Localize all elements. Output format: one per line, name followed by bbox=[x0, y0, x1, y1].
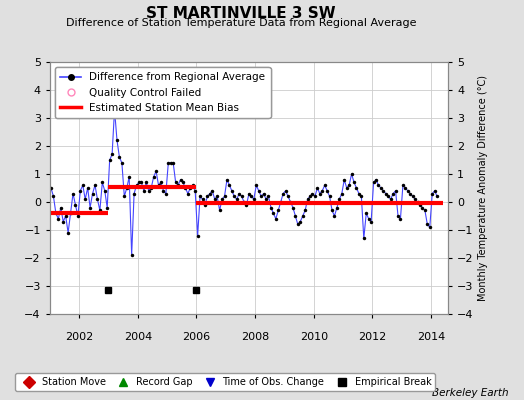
Text: 2004: 2004 bbox=[124, 332, 152, 342]
Text: 2014: 2014 bbox=[417, 332, 445, 342]
Legend: Station Move, Record Gap, Time of Obs. Change, Empirical Break: Station Move, Record Gap, Time of Obs. C… bbox=[15, 373, 435, 391]
Text: 2008: 2008 bbox=[241, 332, 269, 342]
Text: 2010: 2010 bbox=[300, 332, 328, 342]
Y-axis label: Monthly Temperature Anomaly Difference (°C): Monthly Temperature Anomaly Difference (… bbox=[478, 75, 488, 301]
Legend: Difference from Regional Average, Quality Control Failed, Estimated Station Mean: Difference from Regional Average, Qualit… bbox=[55, 67, 270, 118]
Text: Difference of Station Temperature Data from Regional Average: Difference of Station Temperature Data f… bbox=[66, 18, 416, 28]
Text: 2012: 2012 bbox=[358, 332, 387, 342]
Text: Berkeley Earth: Berkeley Earth bbox=[432, 388, 508, 398]
Text: 2006: 2006 bbox=[182, 332, 211, 342]
Text: 2002: 2002 bbox=[65, 332, 93, 342]
Text: ST MARTINVILLE 3 SW: ST MARTINVILLE 3 SW bbox=[146, 6, 336, 21]
